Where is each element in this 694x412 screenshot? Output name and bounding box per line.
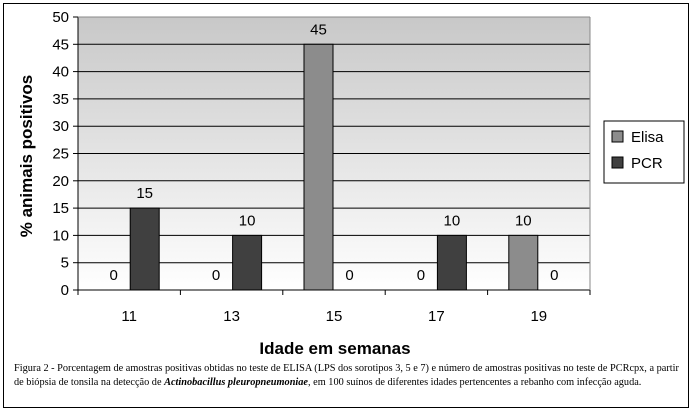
bar-chart: 0 15 0 10 45 0 0 10 10 0 0 5 10 15 20 25 30 35 40 45 50 11 13…: [17, 9, 685, 358]
x-tick-label: 19: [530, 308, 547, 325]
y-tick-label: 5: [61, 255, 69, 272]
x-tick-label: 17: [428, 308, 445, 325]
bar-elisa: [303, 43, 334, 291]
legend-swatch-pcr: [611, 156, 624, 169]
legend-label-pcr: PCR: [631, 155, 663, 172]
legend-label-elisa: Elisa: [631, 129, 664, 146]
caption-species: Actinobacillus pleuropneumoniae: [164, 377, 308, 388]
y-tick-label: 20: [52, 173, 69, 190]
data-label: 0: [550, 267, 558, 284]
y-tick-label: 15: [52, 200, 69, 217]
data-label: 0: [110, 267, 118, 284]
legend-swatch-elisa: [611, 130, 624, 143]
y-tick-label: 50: [52, 9, 69, 26]
data-label: 0: [345, 267, 353, 284]
y-tick-label: 45: [52, 36, 69, 53]
y-tick-label: 25: [52, 146, 69, 163]
data-label: 10: [444, 212, 461, 229]
bar-pcr: [129, 207, 160, 291]
data-label: 0: [417, 267, 425, 284]
legend: Elisa PCR: [603, 120, 685, 184]
y-tick-label: 0: [61, 282, 69, 299]
x-tick-label: 13: [223, 308, 240, 325]
x-tick-label: 11: [121, 308, 137, 325]
x-tick-label: 15: [326, 308, 343, 325]
data-label: 45: [310, 21, 327, 38]
caption-text-end: , em 100 suínos de diferentes idades per…: [308, 377, 642, 388]
x-axis-title: Idade em semanas: [259, 339, 410, 358]
data-label: 0: [212, 267, 220, 284]
y-tick-label: 30: [52, 118, 69, 135]
bar-pcr: [232, 234, 263, 291]
y-axis-title: % animais positivos: [17, 75, 36, 238]
data-label: 15: [136, 185, 153, 202]
y-tick-label: 10: [52, 227, 69, 244]
bar-pcr: [436, 234, 467, 291]
y-tick-label: 35: [52, 91, 69, 108]
y-tick-label: 40: [52, 64, 69, 81]
data-label: 10: [515, 212, 532, 229]
figure-caption: Figura 2 - Porcentagem de amostras posit…: [14, 362, 680, 390]
data-label: 10: [239, 212, 256, 229]
bar-elisa: [508, 234, 539, 291]
caption-text: Figura 2 - Porcentagem de amostras posit…: [14, 363, 679, 388]
